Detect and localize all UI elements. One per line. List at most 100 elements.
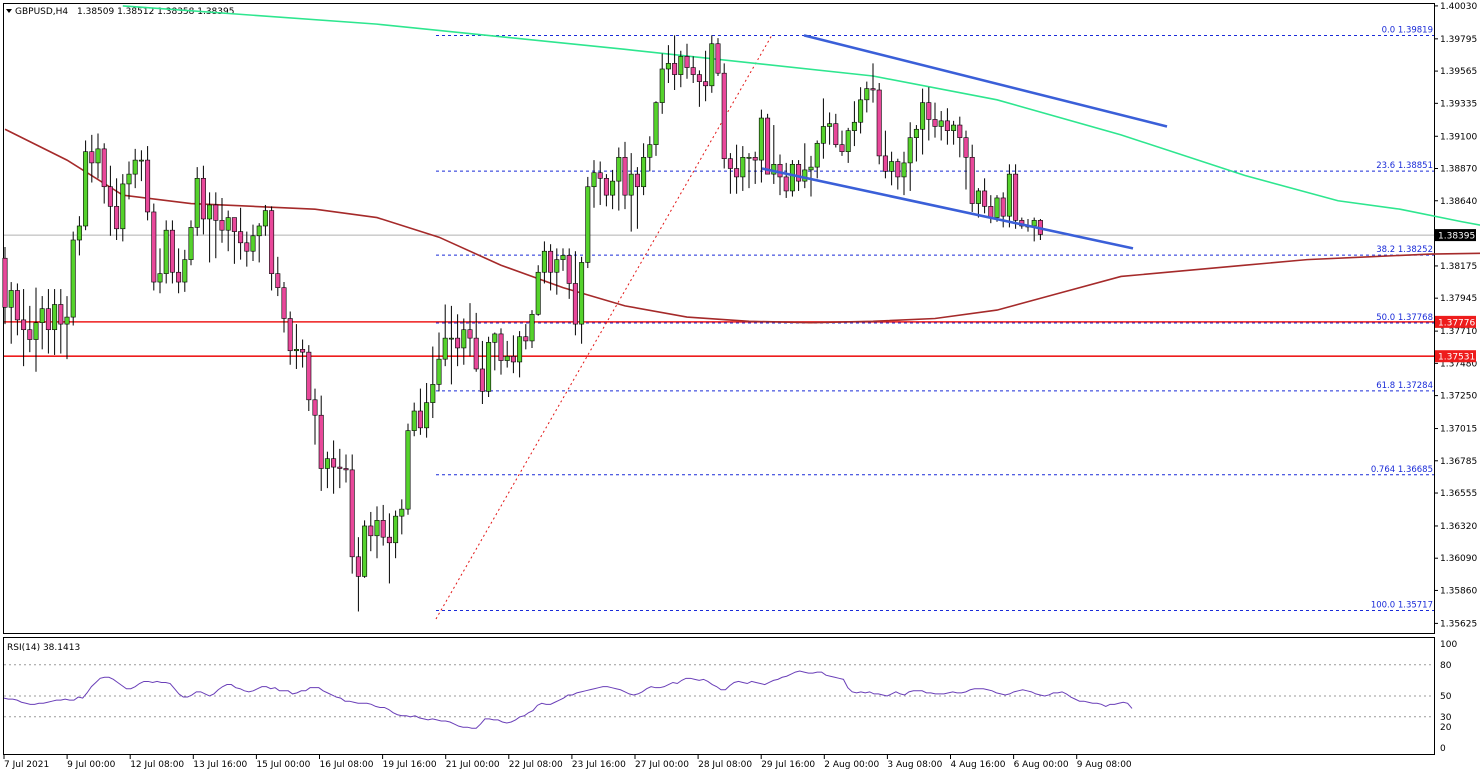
time-tick-label: 27 Jul 00:00 [635, 760, 689, 770]
bullish-candle [814, 142, 820, 168]
bullish-candle [362, 525, 368, 577]
bearish-candle [467, 329, 473, 339]
bearish-candle [318, 414, 324, 469]
level-price-tag: 1.37531 [1438, 353, 1475, 363]
bearish-candle [715, 43, 721, 74]
channel-trendlines [761, 34, 1168, 250]
bearish-candle [982, 190, 988, 207]
time-tick-label: 9 Aug 08:00 [1077, 760, 1132, 770]
bullish-candle [64, 316, 70, 325]
bullish-candle [163, 229, 169, 274]
bearish-candle [957, 124, 963, 138]
bearish-candle [498, 333, 504, 361]
bullish-candle [951, 124, 957, 131]
rsi-tick-label: 50 [1440, 692, 1452, 702]
level-price-tag-bg [1435, 315, 1476, 328]
bearish-candle [275, 273, 281, 288]
bullish-candle [851, 121, 857, 131]
bullish-candle [647, 144, 653, 158]
bullish-candle [628, 173, 634, 196]
bullish-candle [436, 358, 442, 385]
level-price-tag: 1.37776 [1438, 318, 1475, 328]
bullish-candle [250, 235, 256, 252]
time-tick-label: 28 Jul 08:00 [698, 760, 752, 770]
price-tick-label: 1.38870 [1440, 165, 1477, 175]
time-tick-label: 19 Jul 16:00 [383, 760, 437, 770]
bullish-candle [802, 169, 808, 182]
bearish-candle [510, 356, 516, 363]
bearish-candle [721, 72, 727, 159]
bullish-candle [430, 384, 436, 403]
bearish-candle [21, 319, 27, 331]
bearish-candle [169, 229, 175, 273]
rsi-tick-label: 0 [1440, 744, 1446, 754]
bullish-candle [529, 313, 535, 342]
price-tags: 1.38395 1.37776 1.37531 [1435, 229, 1476, 363]
bullish-candle [554, 259, 560, 273]
time-tick-label: 7 Jul 2021 [4, 760, 49, 770]
bullish-candle [560, 255, 566, 260]
moving-averages [4, 5, 1480, 324]
bullish-candle [393, 515, 399, 544]
time-tick-label: 29 Jul 16:00 [761, 760, 815, 770]
bullish-candle [76, 225, 82, 241]
bullish-candle [858, 99, 864, 123]
bearish-candle [337, 466, 343, 469]
price-tick-label: 1.39100 [1440, 132, 1477, 142]
bearish-candle [833, 123, 839, 145]
time-tick-label: 6 Aug 00:00 [1014, 760, 1069, 770]
bearish-candle [690, 67, 696, 75]
bearish-candle [300, 349, 306, 353]
bullish-candle [39, 308, 45, 324]
bearish-candle [386, 536, 392, 544]
bearish-candle [672, 63, 678, 75]
bullish-candle [120, 183, 126, 230]
time-tick-label: 4 Aug 16:00 [951, 760, 1006, 770]
bullish-candle [182, 259, 188, 283]
time-tick-label: 13 Jul 16:00 [193, 760, 247, 770]
bullish-candle [591, 172, 597, 188]
bearish-candle [876, 89, 882, 157]
bearish-candle [238, 231, 244, 244]
bearish-candle [101, 148, 107, 188]
bullish-candle [517, 336, 523, 363]
bullish-candle [52, 304, 58, 331]
bearish-candle [287, 318, 293, 352]
time-axis: 7 Jul 2021 9 Jul 00:00 12 Jul 08:00 13 Jul … [3, 754, 1132, 770]
bearish-candle [603, 178, 609, 196]
bearish-candle [882, 155, 888, 172]
bullish-candle [256, 225, 262, 237]
bearish-candle [548, 250, 554, 273]
bullish-candle [83, 151, 89, 227]
channel-trendline [803, 34, 1168, 128]
bearish-candle [765, 117, 771, 175]
bearish-candle [145, 159, 151, 213]
bearish-candle [622, 156, 628, 196]
bullish-candle [126, 173, 132, 185]
price-tick-label: 1.37945 [1440, 294, 1477, 304]
bullish-candle [1031, 220, 1037, 227]
bearish-candle [107, 186, 113, 207]
price-tick-label: 1.39335 [1440, 99, 1477, 109]
bearish-candle [969, 156, 975, 204]
price-tick-label: 1.36320 [1440, 522, 1477, 532]
time-tick-label: 22 Jul 08:00 [509, 760, 563, 770]
level-price-tag-bg [1435, 350, 1476, 363]
time-tick-label: 12 Jul 08:00 [130, 760, 184, 770]
bearish-candle [58, 304, 64, 325]
bearish-candle [455, 337, 461, 349]
symbol-triangle-icon[interactable] [6, 9, 12, 13]
moving-average-line [4, 128, 1480, 324]
bullish-candle [8, 290, 14, 308]
bullish-candle [194, 178, 200, 228]
bullish-candle [262, 210, 268, 227]
bullish-candle [920, 102, 926, 130]
current-price-tag-bg [1435, 229, 1476, 242]
bearish-candle [988, 206, 994, 218]
bullish-candle [913, 128, 919, 138]
channel-trendline [761, 167, 1134, 250]
bullish-candle [758, 117, 764, 161]
bearish-candle [200, 178, 206, 220]
